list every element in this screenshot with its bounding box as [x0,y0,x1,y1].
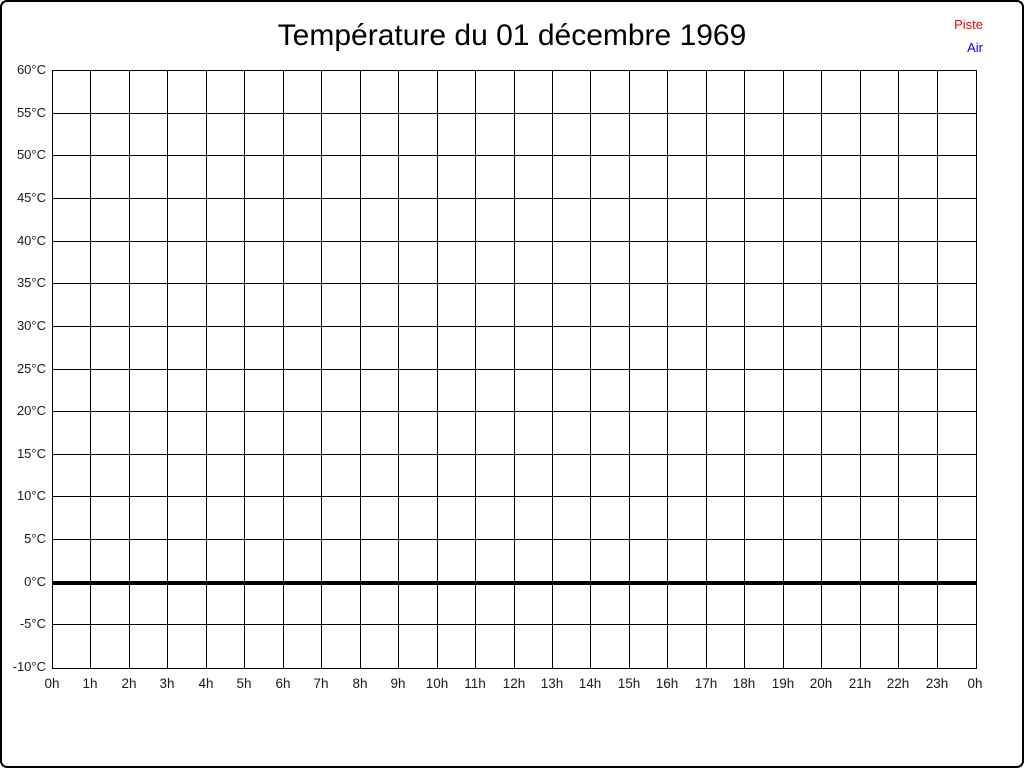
legend-item-piste: Piste [954,17,983,32]
grid-hline [53,198,976,199]
grid-hline [53,241,976,242]
x-tick-label: 7h [313,676,329,691]
x-tick-label: 14h [578,676,602,691]
grid-hline [53,496,976,497]
x-tick-label: 12h [502,676,526,691]
x-tick-label: 4h [198,676,214,691]
y-tick-label: -5°C [19,616,46,631]
x-tick-label: 11h [464,676,486,691]
x-tick-label: 22h [886,676,910,691]
y-tick-label: 45°C [16,190,46,205]
x-tick-label: 20h [809,676,833,691]
grid-hline [53,624,976,625]
y-tick-label: 5°C [24,531,46,546]
grid-hline [53,369,976,370]
y-tick-label: 0°C [24,574,46,589]
plot-area [52,70,977,669]
x-tick-label: 8h [352,676,368,691]
y-tick-label: 40°C [16,233,46,248]
x-tick-label: 3h [159,676,175,691]
legend: Piste Air [954,13,983,59]
y-tick-label: 25°C [16,361,46,376]
grid-hline [53,326,976,327]
x-tick-label: 21h [848,676,872,691]
grid-hline [53,411,976,412]
x-tick-label: 0h [967,676,983,691]
x-tick-label: 15h [617,676,641,691]
x-tick-label: 2h [121,676,137,691]
y-tick-label: -10°C [12,659,46,674]
grid-hline [53,539,976,540]
y-tick-label: 30°C [16,318,46,333]
grid-hline [53,454,976,455]
grid-hline [53,113,976,114]
x-tick-label: 13h [540,676,564,691]
grid-hline [53,155,976,156]
y-tick-label: 50°C [16,147,46,162]
x-tick-label: 6h [275,676,291,691]
x-tick-label: 19h [771,676,795,691]
y-tick-label: 60°C [16,62,46,77]
x-tick-label: 18h [732,676,756,691]
y-tick-label: 10°C [16,488,46,503]
x-tick-label: 17h [694,676,718,691]
x-tick-label: 23h [925,676,949,691]
x-tick-label: 10h [425,676,449,691]
grid-hline [53,283,976,284]
y-tick-label: 20°C [16,403,46,418]
y-tick-label: 55°C [16,105,46,120]
x-tick-label: 5h [236,676,252,691]
x-tick-label: 16h [655,676,679,691]
y-tick-label: 35°C [16,275,46,290]
x-tick-label: 1h [82,676,98,691]
legend-item-air: Air [967,40,983,55]
x-tick-label: 0h [44,676,60,691]
zero-degree-line [53,581,976,585]
y-tick-label: 15°C [16,446,46,461]
x-tick-label: 9h [390,676,406,691]
chart-title: Température du 01 décembre 1969 [277,19,747,52]
